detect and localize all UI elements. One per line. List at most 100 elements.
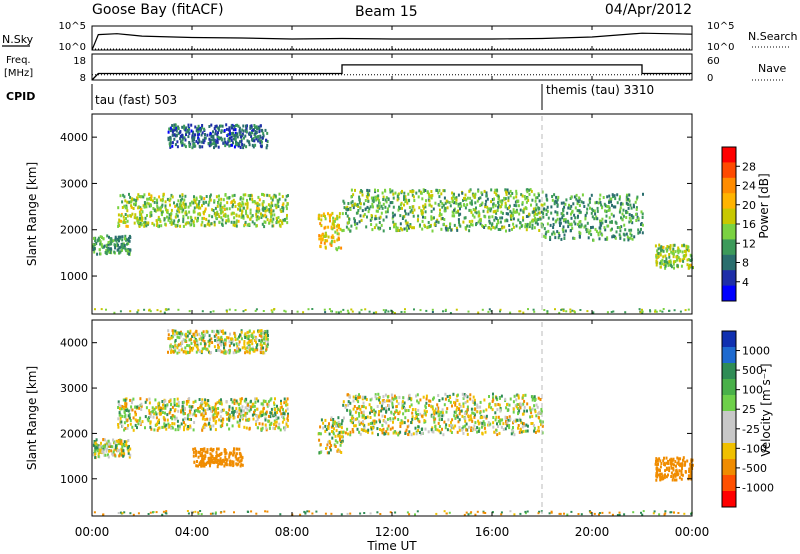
velocity-cell (205, 329, 208, 333)
velocity-cell (416, 399, 419, 403)
power-ground-cell (606, 311, 609, 314)
velocity-cell (283, 428, 286, 432)
velocity-cell (228, 455, 231, 459)
power-cell (515, 192, 518, 196)
velocity-cell (470, 418, 473, 422)
power-cell (595, 229, 598, 233)
velocity-cell (238, 421, 241, 425)
velocity-cell (247, 340, 250, 344)
power-cell (214, 141, 217, 145)
velocity-cell (286, 407, 289, 411)
velocity-cell (153, 412, 156, 416)
power-cell (137, 218, 140, 222)
power-ground-cell (360, 308, 363, 311)
power-cell (197, 216, 199, 220)
nsky-series-line (91, 32, 693, 51)
power-cell (338, 212, 341, 216)
velocity-cell (216, 339, 218, 343)
velocity-cell (127, 409, 130, 413)
velocity-cell (441, 418, 443, 421)
velocity-cell (370, 409, 373, 413)
power-cell (578, 209, 581, 213)
velocity-cell (418, 420, 421, 424)
power-cell (508, 191, 511, 195)
power-cell (685, 246, 688, 249)
velocity-cell (536, 405, 539, 409)
velocity-cell (203, 447, 206, 451)
power-cell (462, 198, 464, 202)
velocity-cell (117, 417, 120, 421)
power-cell (212, 209, 215, 212)
velocity-cell (152, 415, 155, 419)
power-cell (99, 235, 102, 239)
velocity-ground-cell (416, 510, 419, 513)
power-cell (218, 194, 220, 198)
power-cell (270, 215, 273, 219)
velocity-cell (198, 337, 201, 341)
velocity-cell (287, 412, 289, 416)
power-cell (672, 243, 675, 247)
velocity-cell (204, 398, 207, 402)
power-cell (131, 212, 134, 216)
velocity-cell (234, 454, 237, 458)
velocity-cell (671, 478, 674, 482)
velocity-cell (264, 423, 267, 427)
velocity-cell (675, 478, 678, 482)
power-cell (558, 221, 561, 225)
velocity-cell (204, 412, 207, 416)
velocity-cell (122, 449, 125, 453)
power-cell (535, 203, 538, 207)
velocity-cell (519, 418, 522, 422)
power-cell (352, 206, 355, 210)
velocity-cell (179, 343, 182, 347)
power-cell (523, 207, 526, 211)
power-cell (361, 209, 364, 213)
velocity-cell (282, 407, 284, 411)
power-cell (622, 208, 625, 212)
nave-right-tick-high: 60 (707, 56, 720, 67)
power-ground-cell (499, 308, 502, 311)
power-cell (253, 200, 256, 203)
power-cell (197, 202, 200, 206)
velocity-cell (233, 409, 236, 413)
power-cell (220, 129, 223, 133)
velocity-cell (384, 393, 387, 397)
power-cell (262, 134, 265, 138)
power-cell (620, 216, 622, 220)
power-cell (606, 236, 609, 240)
velocity-cell (167, 337, 170, 340)
power-cell (139, 213, 142, 217)
velocity-cell (665, 475, 668, 479)
velocity-cell (260, 410, 263, 414)
power-cell (396, 198, 399, 202)
power-cell (214, 213, 217, 217)
power-cell (251, 214, 254, 218)
velocity-cell (192, 447, 195, 451)
power-cell (612, 195, 614, 199)
velocity-cell (358, 430, 361, 434)
velocity-cell (459, 410, 462, 413)
velocity-cell (237, 347, 240, 351)
power-cell (167, 130, 170, 134)
power-cell (500, 201, 503, 205)
velocity-ground-cell (476, 510, 479, 513)
power-cell (99, 252, 102, 256)
power-cell (246, 139, 249, 143)
velocity-cell (491, 408, 494, 412)
power-cell (488, 207, 491, 211)
power-cell (488, 219, 491, 223)
velocity-cell (522, 402, 525, 406)
velocity-cell (268, 426, 271, 430)
power-cell (589, 229, 592, 233)
velocity-cell (472, 395, 475, 399)
power-cell (166, 211, 169, 215)
velocity-cell (217, 411, 220, 415)
velocity-cell (177, 409, 180, 413)
velocity-cell (212, 406, 214, 410)
power-cell (358, 220, 361, 224)
velocity-cell (235, 407, 238, 411)
power-cell (156, 208, 159, 212)
velocity-cell (221, 329, 224, 333)
power-cell (399, 214, 402, 218)
velocity-cell (389, 418, 392, 422)
